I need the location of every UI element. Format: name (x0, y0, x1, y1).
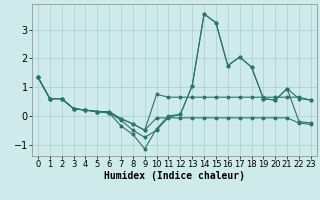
X-axis label: Humidex (Indice chaleur): Humidex (Indice chaleur) (104, 171, 245, 181)
